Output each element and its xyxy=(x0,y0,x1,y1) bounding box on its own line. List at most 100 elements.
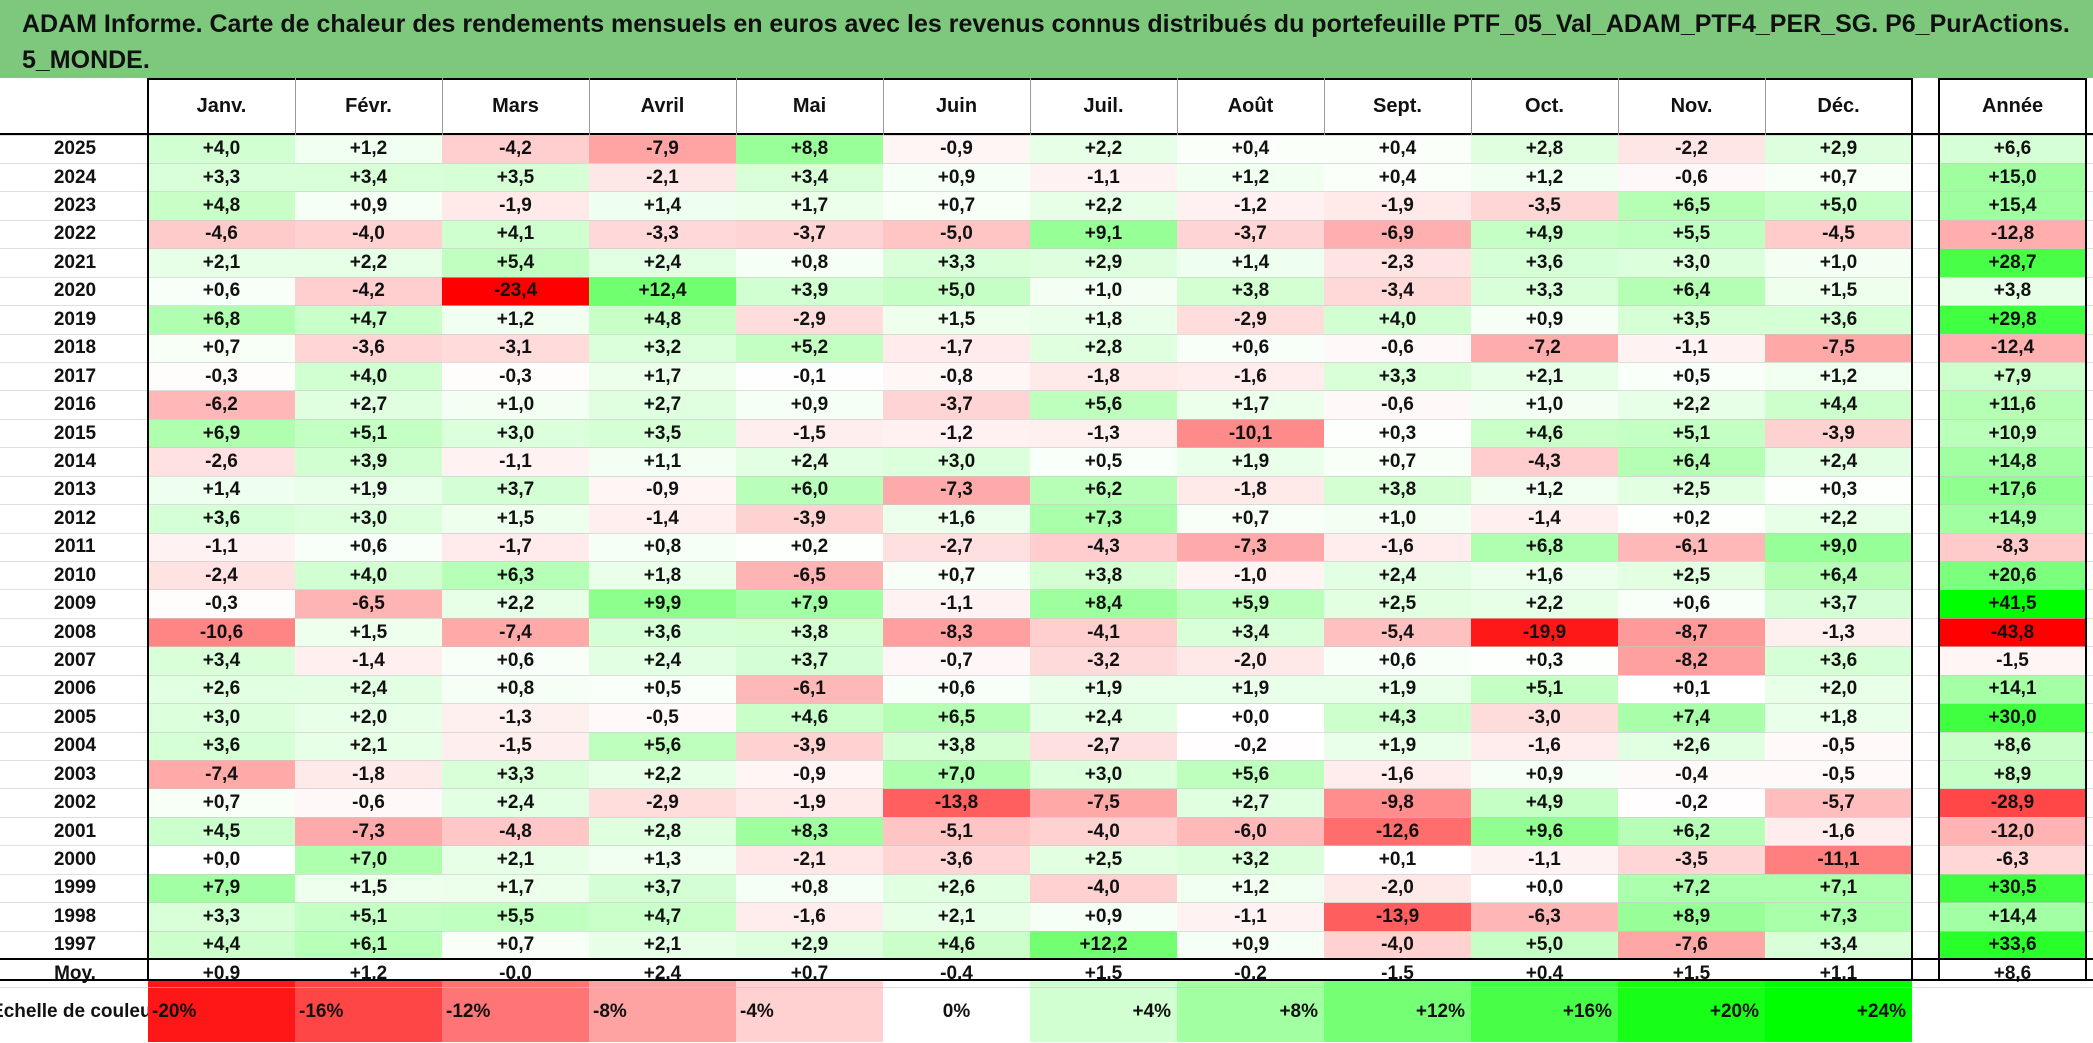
heatmap-cell: -0,3 xyxy=(442,362,589,391)
year-label: 2013 xyxy=(53,479,97,501)
heatmap-cell: +4,6 xyxy=(883,931,1030,960)
heatmap-cell: -2,9 xyxy=(589,788,736,818)
heatmap-cell: -0,6 xyxy=(1324,390,1471,420)
heatmap-cell: +3,2 xyxy=(589,334,736,363)
heatmap-cell: +1,4 xyxy=(148,476,295,505)
heatmap-cell: +7,4 xyxy=(1618,703,1765,733)
heatmap-cell: -12,6 xyxy=(1324,817,1471,846)
heatmap-cell: -4,0 xyxy=(1324,931,1471,960)
heatmap-cell: +2,9 xyxy=(1765,135,1912,164)
heatmap-cell: -6,5 xyxy=(736,561,883,590)
heatmap-cell: -1,6 xyxy=(1471,732,1618,761)
heatmap-cell: +6,8 xyxy=(1471,533,1618,562)
heatmap-cell: -1,1 xyxy=(1177,902,1324,932)
heatmap-cell: +1,0 xyxy=(1324,504,1471,533)
heatmap-cell: +1,2 xyxy=(1471,476,1618,505)
heatmap-cell: +2,2 xyxy=(1030,135,1177,164)
year-label: 2015 xyxy=(53,422,97,444)
heatmap-cell: +1,8 xyxy=(1030,305,1177,334)
heatmap-cell: +5,0 xyxy=(1471,931,1618,960)
annual-cell: +30,5 xyxy=(1939,874,2086,903)
heatmap-cell: -7,3 xyxy=(883,476,1030,505)
row-separator xyxy=(0,987,2093,989)
heatmap-cell: -13,8 xyxy=(883,788,1030,818)
heatmap-cell: +0,8 xyxy=(442,675,589,704)
row-separator xyxy=(0,845,2093,847)
heatmap-cell: +9,6 xyxy=(1471,817,1618,846)
heatmap-cell: +2,4 xyxy=(589,646,736,676)
column-separator xyxy=(735,78,737,135)
heatmap-cell: -0,2 xyxy=(1177,732,1324,761)
row-separator xyxy=(0,816,2093,818)
heatmap-cell: +2,1 xyxy=(148,248,295,278)
year-label: 2017 xyxy=(53,365,97,387)
heatmap-cell: +2,2 xyxy=(1765,504,1912,533)
heatmap-cell: -2,6 xyxy=(148,447,295,477)
heatmap-cell: -4,1 xyxy=(1030,618,1177,647)
heatmap-cell: +2,4 xyxy=(1324,561,1471,590)
heatmap-cell: +0,7 xyxy=(1177,504,1324,533)
heatmap-cell: +6,2 xyxy=(1618,817,1765,846)
heatmap-cell: -0,3 xyxy=(148,362,295,391)
scale-swatch: +20% xyxy=(1618,981,1765,1042)
year-label: 2009 xyxy=(53,593,97,615)
heatmap-cell: +0,8 xyxy=(736,248,883,278)
average-cell: +0,7 xyxy=(790,962,829,984)
row-separator xyxy=(0,589,2093,591)
heatmap-cell: +3,8 xyxy=(1324,476,1471,505)
heatmap-cell: -4,3 xyxy=(1471,447,1618,477)
row-separator xyxy=(0,560,2093,562)
heatmap-cell: +1,9 xyxy=(295,476,442,505)
column-separator xyxy=(441,78,443,135)
row-separator xyxy=(0,418,2093,420)
column-separator xyxy=(1470,78,1472,135)
heatmap-cell: +2,4 xyxy=(1030,703,1177,733)
heatmap-cell: +1,2 xyxy=(1765,362,1912,391)
heatmap-cell: +9,1 xyxy=(1030,220,1177,249)
average-label: Moy. xyxy=(54,962,96,984)
heatmap-cell: +0,0 xyxy=(148,845,295,875)
heatmap-cell: +1,7 xyxy=(442,874,589,903)
row-separator xyxy=(0,873,2093,875)
heatmap-cell: -1,8 xyxy=(295,760,442,789)
heatmap-cell: +3,6 xyxy=(1471,248,1618,278)
heatmap-cell: +0,2 xyxy=(736,533,883,562)
heatmap-cell: +1,5 xyxy=(295,618,442,647)
heatmap-cell: +2,4 xyxy=(295,675,442,704)
heatmap-cell: +0,2 xyxy=(1618,504,1765,533)
row-separator xyxy=(0,646,2093,648)
row-separator xyxy=(0,447,2093,449)
column-separator xyxy=(1617,78,1619,135)
heatmap-cell: -3,9 xyxy=(1765,419,1912,448)
heatmap-cell: -1,5 xyxy=(442,732,589,761)
heatmap-cell: -1,9 xyxy=(1324,191,1471,221)
heatmap-cell: +5,1 xyxy=(295,419,442,448)
heatmap-cell: -1,1 xyxy=(1030,163,1177,192)
heatmap-cell: +0,9 xyxy=(295,191,442,221)
heatmap-cell: -1,5 xyxy=(736,419,883,448)
heatmap-cell: +2,8 xyxy=(1030,334,1177,363)
heatmap-cell: +3,7 xyxy=(736,646,883,676)
heatmap-cell: +4,6 xyxy=(736,703,883,733)
heatmap-cell: -1,6 xyxy=(1765,817,1912,846)
row-separator xyxy=(0,219,2093,221)
heatmap-cell: -8,3 xyxy=(883,618,1030,647)
average-cell: -0,4 xyxy=(940,962,973,984)
month-header: Août xyxy=(1227,95,1274,117)
year-label: 2003 xyxy=(53,763,97,785)
heatmap-cell: -1,1 xyxy=(442,447,589,477)
row-separator xyxy=(0,134,2093,136)
heatmap-cell: -1,1 xyxy=(1618,334,1765,363)
heatmap-cell: -3,3 xyxy=(589,220,736,249)
month-header: Janv. xyxy=(196,95,247,117)
year-label: 1997 xyxy=(53,934,97,956)
row-separator xyxy=(0,504,2093,506)
scale-swatch: +4% xyxy=(1030,981,1177,1042)
grid-line xyxy=(1911,78,1913,981)
heatmap-cell: +2,1 xyxy=(883,902,1030,932)
heatmap-cell: -0,3 xyxy=(148,589,295,619)
heatmap-cell: +2,2 xyxy=(295,248,442,278)
heatmap-cell: +2,2 xyxy=(1618,390,1765,420)
heatmap-cell: +0,8 xyxy=(589,533,736,562)
year-label: 2018 xyxy=(53,337,97,359)
